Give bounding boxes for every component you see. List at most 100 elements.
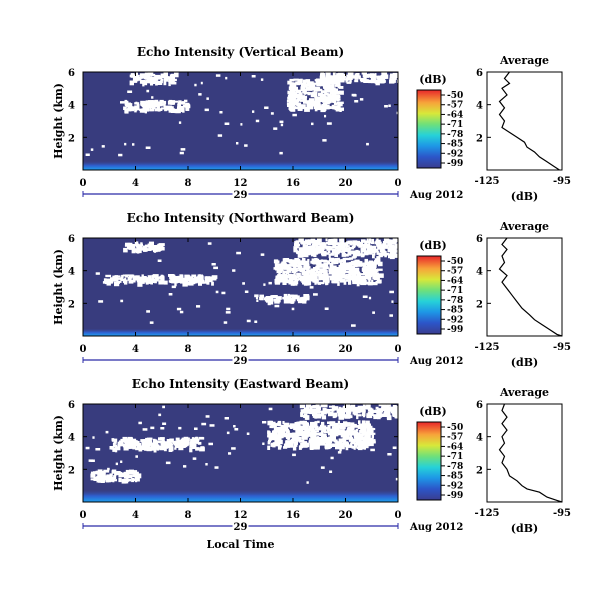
no-data-cell [167,100,171,105]
no-data-cell [357,276,362,280]
no-data-cell [329,430,334,435]
no-data-cell [371,410,375,413]
no-data-cell [325,252,330,255]
no-data-cell [278,263,283,267]
no-data-cell [330,421,335,426]
no-data-cell [356,271,360,277]
colorbar-tick-label: -92 [447,315,463,325]
no-data-cell [211,263,216,266]
no-data-cell [366,423,371,429]
no-data-cell [366,404,370,407]
no-data-cell [290,438,295,444]
no-data-cell [364,432,370,436]
no-data-cell [328,412,333,417]
colorbar [416,255,442,335]
no-data-cell [337,98,341,101]
no-data-cell [338,426,343,429]
no-data-cell [317,87,321,90]
no-data-cell [189,441,194,445]
no-data-cell [242,282,245,285]
colorbar-tick-label: -92 [447,481,463,491]
no-data-cell [112,442,116,448]
no-data-cell [339,109,342,112]
no-data-cell [139,278,143,282]
no-data-cell [328,80,334,85]
no-data-cell [112,277,119,282]
no-data-cell [331,436,335,442]
profile-frame [486,237,563,337]
no-data-cell [162,74,166,78]
no-data-cell [207,242,212,245]
no-data-cell [279,120,284,124]
no-data-cell [276,296,282,300]
no-data-cell [371,434,374,439]
no-data-cell [167,440,172,443]
no-data-cell [164,441,168,445]
no-data-cell [344,275,351,280]
no-data-cell [101,145,105,148]
no-data-cell [163,72,168,75]
no-data-cell [126,243,131,247]
no-data-cell [383,412,386,417]
no-data-cell [290,281,295,286]
no-data-cell [324,114,327,118]
no-data-cell [295,278,299,282]
no-data-cell [335,267,339,270]
no-data-cell [333,412,337,417]
no-data-cell [296,272,301,276]
no-data-cell [357,279,363,284]
no-data-cell [352,270,357,275]
no-data-cell [286,267,290,273]
no-data-cell [198,436,204,440]
x-tick-label: 0 [395,178,402,189]
y-axis-label: Height (km) [52,83,65,159]
no-data-cell [292,94,299,99]
no-data-cell [325,446,329,450]
no-data-cell [287,436,290,440]
no-data-cell [283,258,290,261]
no-data-cell [392,78,396,83]
no-data-cell [316,414,322,419]
no-data-cell [136,247,141,251]
no-data-cell [183,444,186,448]
no-data-cell [293,249,297,253]
no-data-cell [289,104,295,109]
no-data-cell [382,244,389,249]
no-data-cell [335,273,339,277]
no-data-cell [280,430,286,434]
colorbar-tick-label: -57 [447,433,463,443]
no-data-cell [364,80,369,83]
no-data-cell [111,438,118,442]
no-data-cell [209,424,215,427]
profile-title: Average [499,386,549,399]
no-data-cell [315,82,320,85]
no-data-cell [358,245,363,248]
no-data-cell [316,263,320,268]
no-data-cell [128,469,134,475]
no-data-cell [146,310,150,313]
no-data-cell [137,282,143,287]
no-data-cell [129,109,135,112]
no-data-cell [364,446,369,449]
no-data-cell [124,474,127,479]
no-data-cell [178,100,182,103]
no-data-cell [313,293,318,296]
echo-field-background [83,404,398,502]
no-data-cell [344,257,351,261]
no-data-cell [169,438,174,443]
no-data-cell [359,98,364,101]
no-data-cell [303,92,307,95]
no-data-cell [168,81,171,87]
no-data-cell [96,478,101,483]
no-data-cell [211,275,218,279]
no-data-cell [393,414,400,417]
no-data-cell [346,74,352,79]
no-data-cell [372,74,376,79]
no-data-cell [316,405,319,409]
no-data-cell [338,248,342,253]
no-data-cell [375,239,381,243]
no-data-cell [244,290,249,293]
no-data-cell [174,281,177,287]
no-data-cell [284,434,289,438]
no-data-cell [138,442,141,448]
